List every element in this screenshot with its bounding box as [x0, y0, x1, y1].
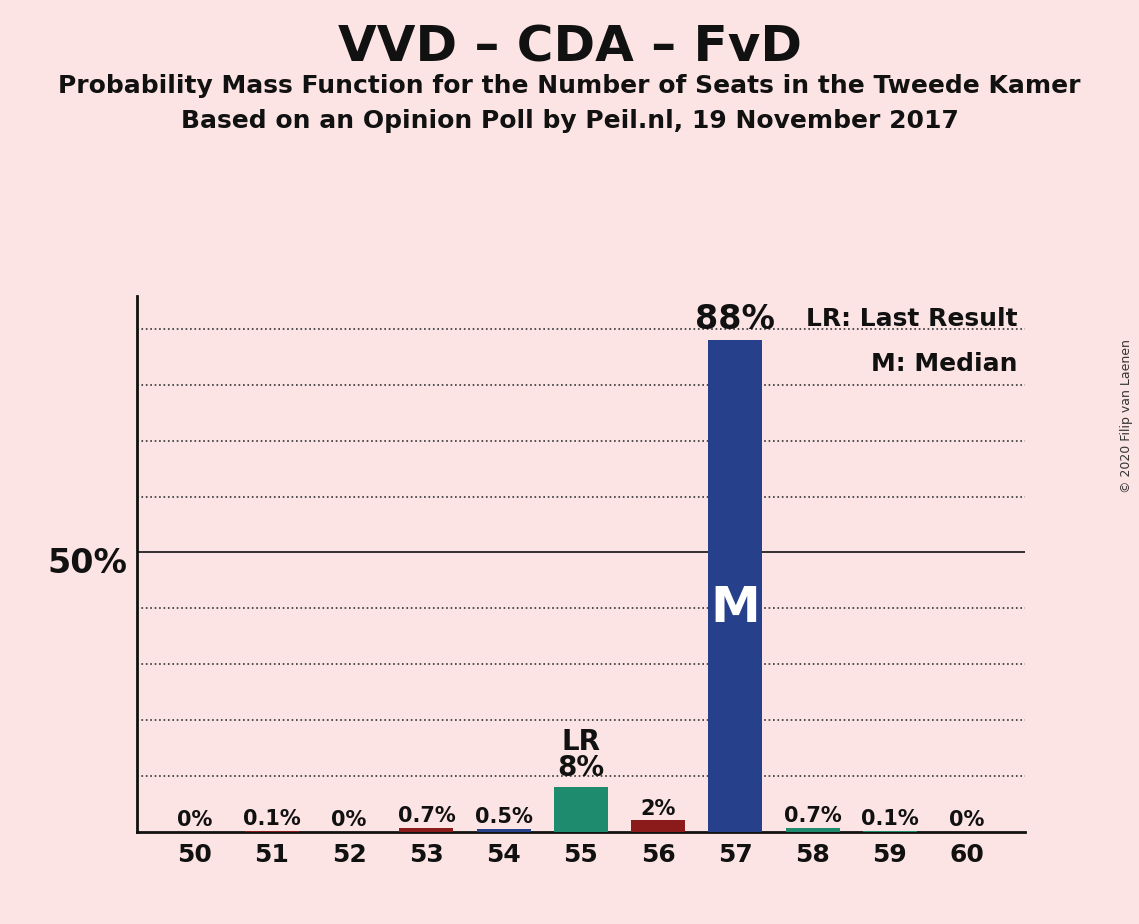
Text: 0%: 0%	[331, 810, 367, 830]
Text: LR: LR	[562, 728, 600, 756]
Bar	[400, 828, 453, 832]
Bar	[786, 828, 839, 832]
Text: 0%: 0%	[950, 810, 985, 830]
Text: 8%: 8%	[557, 755, 605, 783]
Bar	[631, 821, 686, 832]
Text: 0.7%: 0.7%	[398, 806, 456, 826]
Text: Probability Mass Function for the Number of Seats in the Tweede Kamer: Probability Mass Function for the Number…	[58, 74, 1081, 98]
Text: 88%: 88%	[696, 303, 776, 336]
Text: 2%: 2%	[640, 798, 675, 819]
Text: M: Median: M: Median	[871, 351, 1017, 375]
Text: 0.7%: 0.7%	[784, 806, 842, 826]
Text: LR: Last Result: LR: Last Result	[805, 307, 1017, 331]
Text: M: M	[711, 584, 760, 632]
Text: VVD – CDA – FvD: VVD – CDA – FvD	[337, 23, 802, 71]
Text: Based on an Opinion Poll by Peil.nl, 19 November 2017: Based on an Opinion Poll by Peil.nl, 19 …	[181, 109, 958, 133]
Bar	[708, 340, 762, 832]
Text: 0%: 0%	[177, 810, 212, 830]
Text: 50%: 50%	[48, 547, 128, 580]
Bar	[554, 787, 608, 832]
Text: 0.1%: 0.1%	[861, 809, 919, 830]
Text: 0.1%: 0.1%	[243, 809, 301, 830]
Text: 0.5%: 0.5%	[475, 808, 533, 827]
Bar	[476, 829, 531, 832]
Text: © 2020 Filip van Laenen: © 2020 Filip van Laenen	[1121, 339, 1133, 492]
